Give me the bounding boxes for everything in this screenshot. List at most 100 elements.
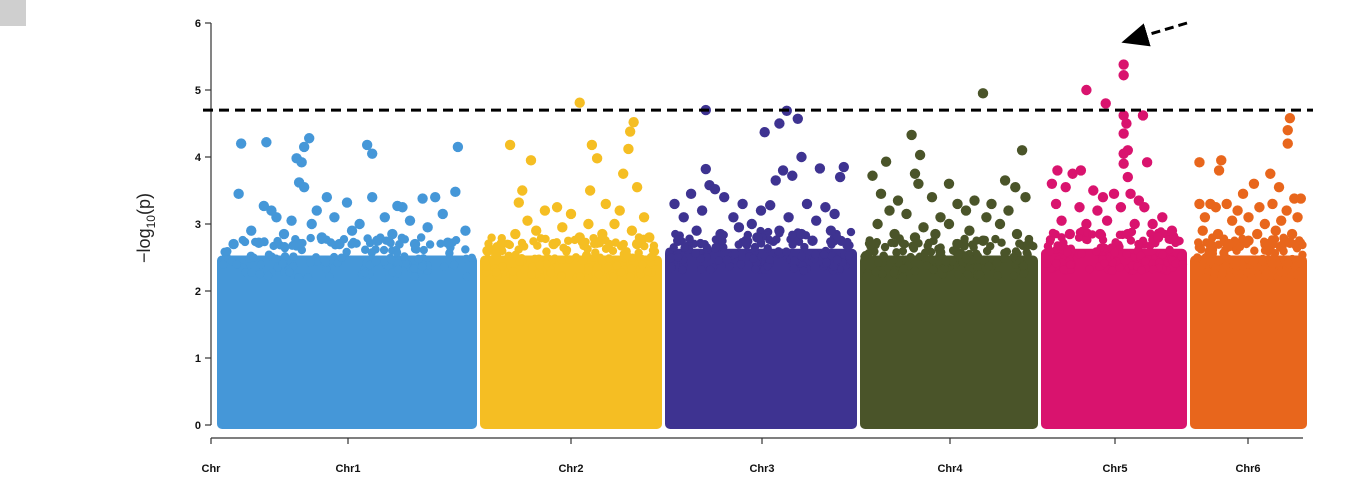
snp-point xyxy=(1063,248,1072,257)
snp-point xyxy=(593,262,602,272)
snp-point xyxy=(1258,254,1267,264)
snp-point xyxy=(892,248,901,257)
snp-point xyxy=(834,171,846,183)
snp-point xyxy=(941,257,951,266)
snp-point xyxy=(604,254,614,263)
snp-point xyxy=(1020,192,1031,203)
snp-point xyxy=(508,267,518,276)
snp-point xyxy=(631,181,643,193)
snp-point xyxy=(826,237,835,246)
y-tick-label: 4 xyxy=(195,152,202,164)
snp-point xyxy=(360,268,369,278)
snp-point xyxy=(714,256,724,265)
snp-point xyxy=(1118,110,1129,121)
snp-point xyxy=(874,258,883,267)
snp-point xyxy=(548,238,559,250)
snp-point xyxy=(627,264,636,273)
snp-point xyxy=(628,116,639,128)
snp-point xyxy=(1193,253,1202,262)
snp-point xyxy=(280,241,289,251)
snp-point xyxy=(564,255,574,264)
snp-point xyxy=(680,243,689,253)
y-axis-title: −log10(p) xyxy=(134,193,158,263)
snp-point xyxy=(1011,228,1023,240)
snp-point xyxy=(278,228,290,240)
snp-point xyxy=(296,157,307,168)
snp-point xyxy=(1118,70,1129,81)
snp-point xyxy=(973,251,983,261)
snp-point xyxy=(1064,228,1076,240)
snp-point xyxy=(531,225,542,236)
snp-point xyxy=(790,256,799,266)
snp-point xyxy=(1221,261,1231,271)
snp-point xyxy=(1178,259,1188,269)
snp-point xyxy=(1234,225,1245,236)
snp-point xyxy=(1122,171,1134,183)
snp-point xyxy=(711,244,720,253)
snp-point xyxy=(1060,181,1071,193)
snp-point xyxy=(436,239,445,248)
snp-point xyxy=(1059,265,1069,274)
snp-point xyxy=(439,262,449,271)
snp-point xyxy=(1276,267,1285,277)
snp-point xyxy=(622,250,632,260)
snp-point xyxy=(926,192,938,203)
snp-point xyxy=(1100,258,1109,268)
snp-point xyxy=(838,161,849,173)
x-tick-label: Chr5 xyxy=(1102,463,1127,475)
snp-point xyxy=(594,270,604,279)
snp-point xyxy=(914,149,926,161)
snp-point xyxy=(796,151,807,163)
snp-point xyxy=(844,250,854,260)
snp-point xyxy=(709,183,721,195)
snp-point xyxy=(385,237,394,246)
snp-point xyxy=(871,267,880,277)
snp-point xyxy=(349,237,358,247)
snp-point xyxy=(962,254,971,264)
snp-point xyxy=(1067,168,1078,179)
snp-point xyxy=(1046,178,1058,189)
snp-point xyxy=(1050,198,1062,210)
snp-point xyxy=(1194,198,1205,210)
snp-point xyxy=(788,240,797,249)
snp-point xyxy=(304,133,315,144)
snp-point xyxy=(452,141,464,153)
snp-point xyxy=(617,268,626,277)
snp-point xyxy=(1088,185,1099,196)
snp-point xyxy=(1282,138,1293,149)
snp-point xyxy=(400,235,410,244)
snp-point xyxy=(1125,188,1136,200)
snp-point xyxy=(1016,145,1028,156)
snp-point xyxy=(872,218,883,230)
snp-point xyxy=(769,237,778,247)
snp-point xyxy=(1045,247,1055,256)
snp-point xyxy=(1243,212,1254,223)
snp-point xyxy=(1194,157,1205,168)
snp-point xyxy=(530,254,540,263)
snp-point xyxy=(404,215,416,226)
snp-point xyxy=(705,265,715,275)
snp-point xyxy=(536,234,546,243)
snp-point xyxy=(614,205,625,216)
snp-point xyxy=(1118,128,1129,139)
snp-point xyxy=(542,259,551,269)
snp-point xyxy=(379,245,389,255)
snp-point xyxy=(235,138,247,149)
snp-point xyxy=(372,235,383,246)
snp-point xyxy=(918,222,929,233)
snp-point xyxy=(825,225,837,236)
snp-point xyxy=(1115,263,1124,272)
snp-point xyxy=(1158,250,1167,260)
snp-point xyxy=(1115,202,1127,213)
snp-point xyxy=(997,238,1006,247)
axes: 0 1 2 3 4 5 6 Chr Chr1 Chr2 Chr3 Chr4 Chr5 Chr6 xyxy=(195,18,1303,475)
snp-point xyxy=(678,265,687,275)
snp-point xyxy=(799,266,808,276)
snp-point xyxy=(557,222,568,233)
snp-point xyxy=(667,264,676,273)
snp-point xyxy=(609,218,620,230)
snp-point xyxy=(1273,181,1285,193)
snp-point xyxy=(1253,272,1263,282)
dense-points-band xyxy=(480,255,662,429)
snp-point xyxy=(1210,202,1222,213)
